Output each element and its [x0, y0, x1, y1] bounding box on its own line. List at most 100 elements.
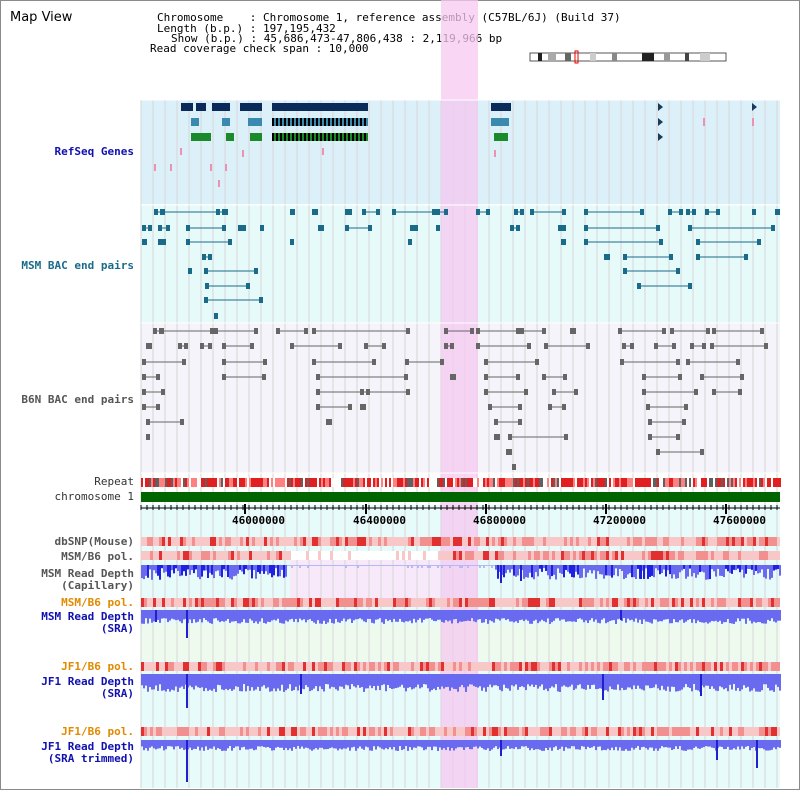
repeat-segment — [307, 478, 309, 487]
read-depth-bar — [663, 565, 665, 570]
polymorphism-segment — [345, 537, 348, 546]
read-depth-bar — [479, 674, 481, 687]
read-depth-bar — [395, 565, 397, 566]
repeat-segment — [457, 478, 459, 487]
bac-end — [562, 209, 566, 215]
polymorphism-segment — [384, 537, 387, 546]
polymorphism-segment — [549, 727, 552, 736]
read-depth-bar — [301, 610, 303, 621]
polymorphism-segment — [591, 727, 594, 736]
polymorphism-segment — [621, 537, 624, 546]
polymorphism-segment — [420, 551, 423, 560]
read-depth-bar — [379, 565, 381, 566]
polymorphism-segment — [204, 598, 207, 607]
bac-end — [705, 209, 709, 215]
polymorphism-segment — [462, 727, 465, 736]
polymorphism-segment — [258, 662, 261, 671]
read-depth-bar — [267, 610, 269, 622]
read-depth-bar — [375, 674, 377, 691]
polymorphism-segment — [447, 598, 450, 607]
polymorphism-segment — [453, 598, 456, 607]
repeat-segment — [593, 478, 595, 487]
polymorphism-segment — [351, 537, 354, 546]
read-depth-bar — [709, 740, 711, 747]
polymorphism-segment — [156, 537, 159, 546]
polymorphism-segment — [366, 551, 369, 560]
repeat-segment — [385, 478, 387, 487]
exon-mark — [352, 118, 354, 126]
read-depth-bar — [311, 565, 313, 566]
read-depth-bar — [459, 740, 461, 748]
polymorphism-segment — [276, 598, 279, 607]
polymorphism-segment — [303, 598, 306, 607]
polymorphism-segment — [462, 537, 465, 546]
repeat-segment — [193, 478, 195, 487]
polymorphism-segment — [465, 727, 468, 736]
read-depth-bar — [459, 610, 461, 622]
read-depth-bar — [681, 610, 683, 620]
read-depth-bar — [683, 610, 685, 623]
read-depth-bar — [415, 565, 417, 566]
exon-mark — [312, 118, 314, 126]
read-depth-bar — [243, 565, 245, 575]
polymorphism-segment — [243, 598, 246, 607]
polymorphism-segment — [516, 662, 519, 671]
polymorphism-segment — [216, 537, 219, 546]
polymorphism-segment — [711, 727, 714, 736]
polymorphism-segment — [288, 598, 291, 607]
polymorphism-segment — [204, 727, 207, 736]
read-depth-bar — [311, 610, 313, 622]
polymorphism-segment — [390, 662, 393, 671]
polymorphism-segment — [681, 598, 684, 607]
read-depth-bar — [685, 565, 687, 579]
polymorphism-segment — [573, 598, 576, 607]
read-depth-bar — [483, 674, 485, 688]
read-depth-bar — [693, 674, 695, 685]
read-depth-bar — [455, 565, 457, 566]
read-depth-bar — [605, 674, 607, 691]
read-depth-bar — [699, 565, 701, 573]
read-depth-bar — [151, 565, 153, 580]
polymorphism-segment — [660, 598, 663, 607]
polymorphism-segment — [249, 551, 252, 560]
read-depth-bar — [335, 565, 337, 566]
read-depth-bar — [637, 740, 639, 747]
polymorphism-segment — [387, 598, 390, 607]
read-depth-bar — [333, 565, 335, 566]
polymorphism-segment — [624, 598, 627, 607]
read-depth-bar — [347, 740, 349, 748]
read-depth-bar — [289, 740, 291, 749]
read-depth-bar — [543, 610, 545, 622]
read-depth-bar — [429, 740, 431, 747]
repeat-segment — [297, 478, 299, 487]
repeat-segment — [611, 478, 613, 487]
read-depth-bar — [201, 610, 203, 623]
repeat-segment — [731, 478, 733, 487]
exon-mark — [280, 133, 282, 141]
read-depth-bar — [471, 565, 473, 566]
polymorphism-segment — [504, 551, 507, 560]
polymorphism-segment — [588, 598, 591, 607]
read-depth-bar — [717, 610, 719, 622]
polymorphism-segment — [609, 662, 612, 671]
repeat-segment — [261, 478, 263, 487]
axis-tick-label: 46800000 — [473, 514, 526, 527]
repeat-segment — [653, 478, 655, 487]
read-depth-bar — [721, 565, 723, 576]
read-depth-bar — [399, 740, 401, 747]
polymorphism-segment — [294, 551, 297, 560]
polymorphism-segment — [291, 662, 294, 671]
polymorphism-segment — [255, 598, 258, 607]
polymorphism-segment — [678, 662, 681, 671]
read-depth-bar — [757, 674, 759, 692]
read-depth-bar — [259, 740, 261, 747]
repeat-segment — [241, 478, 243, 487]
read-depth-bar — [411, 674, 413, 690]
repeat-segment — [499, 478, 501, 487]
low-coverage-shade — [290, 560, 440, 600]
read-depth-bar — [213, 565, 215, 579]
read-depth-bar — [157, 610, 159, 620]
polymorphism-segment — [141, 537, 144, 546]
read-depth-bar — [729, 565, 731, 573]
